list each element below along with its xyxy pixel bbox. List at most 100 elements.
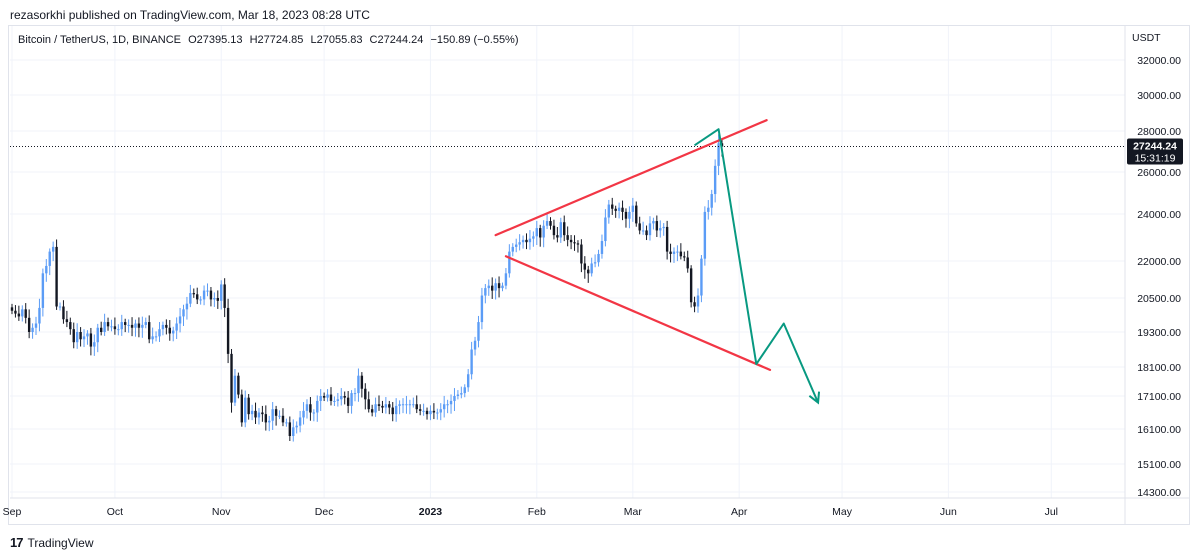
candle-body — [278, 415, 281, 417]
candle-body — [103, 322, 106, 332]
candle-body — [319, 396, 322, 401]
candle-body — [460, 393, 463, 395]
candle-body — [196, 294, 199, 300]
candle-body — [580, 244, 583, 264]
candle — [41, 268, 45, 317]
candle — [51, 241, 55, 262]
candle — [134, 319, 137, 337]
candle-body — [223, 284, 226, 308]
candle — [631, 197, 635, 222]
candle-body — [41, 273, 45, 308]
candle — [154, 331, 158, 342]
candle — [281, 408, 285, 427]
candle — [480, 287, 484, 330]
price-tick-label: 30000.00 — [1137, 90, 1181, 102]
candle-body — [302, 410, 305, 418]
candle-body — [566, 235, 569, 240]
candle — [607, 199, 611, 224]
time-tick-label: Nov — [212, 506, 231, 518]
candle — [298, 410, 302, 433]
candle-body — [14, 310, 17, 314]
symbol-legend: Bitcoin / TetherUS, 1D, BINANCE O27395.1… — [18, 34, 523, 46]
candle-body — [504, 273, 508, 286]
candle-body — [45, 265, 48, 274]
candle-body — [213, 298, 216, 300]
candle — [285, 418, 288, 427]
candle-body — [384, 404, 388, 408]
candle — [89, 327, 93, 356]
candle — [196, 287, 199, 305]
candle — [343, 391, 346, 405]
candle — [713, 159, 717, 203]
candle-body — [696, 295, 700, 307]
candle-body — [158, 329, 161, 337]
candle-body — [662, 226, 665, 229]
candle — [429, 405, 432, 421]
candle — [192, 288, 195, 298]
candle-body — [79, 332, 82, 340]
candle — [473, 336, 477, 356]
candle-body — [148, 322, 151, 340]
candle-body — [244, 397, 247, 423]
candle — [604, 209, 607, 247]
footer-brand[interactable]: 17 TradingView — [10, 535, 94, 550]
candle — [34, 316, 38, 335]
candle-body — [312, 412, 316, 414]
candle — [686, 250, 689, 273]
candle-body — [508, 251, 511, 274]
legend-symbol[interactable]: Bitcoin / TetherUS, 1D, BINANCE — [18, 34, 182, 46]
candle — [628, 206, 631, 229]
candle-body — [21, 309, 24, 317]
candle — [539, 224, 542, 247]
candle-body — [281, 415, 285, 423]
candle — [617, 202, 621, 219]
candle — [48, 248, 51, 276]
candle — [123, 318, 127, 333]
candle — [316, 395, 319, 422]
candle — [292, 419, 295, 442]
candle-body — [449, 400, 453, 405]
candle — [340, 388, 343, 406]
candle-body — [638, 223, 641, 231]
candle — [703, 206, 707, 266]
candle — [257, 408, 261, 425]
candle-body — [10, 307, 14, 311]
candle-body — [226, 307, 230, 354]
candle — [319, 389, 322, 412]
candle — [521, 235, 525, 249]
candle-body — [192, 293, 195, 295]
candle — [477, 315, 480, 348]
candle — [381, 400, 384, 414]
candle-body — [17, 313, 21, 317]
candle-body — [257, 412, 261, 418]
candle — [501, 282, 504, 292]
candle-body — [672, 251, 676, 254]
candle-body — [487, 285, 490, 289]
candle — [525, 233, 528, 250]
candle — [587, 265, 590, 283]
candle — [532, 231, 535, 247]
candle-body — [141, 324, 144, 328]
candle — [442, 395, 446, 418]
candle — [614, 205, 617, 218]
candle-body — [137, 323, 141, 328]
candle-body — [466, 374, 470, 388]
candle — [556, 227, 559, 243]
time-tick-label: Feb — [528, 506, 546, 518]
price-tick-label: 20500.00 — [1137, 293, 1181, 305]
candle-body — [31, 327, 34, 332]
candle — [696, 288, 700, 313]
candle — [422, 403, 425, 416]
candle-body — [552, 225, 556, 236]
candle — [436, 408, 439, 420]
candle — [676, 245, 679, 262]
candle-body — [624, 211, 628, 219]
candle-body — [134, 323, 137, 328]
candle-body — [130, 324, 134, 328]
candle — [213, 292, 216, 307]
candle — [707, 200, 710, 220]
price-tick-label: 18100.00 — [1137, 362, 1181, 374]
last-price-value: 27244.24 — [1133, 140, 1177, 152]
candle-body — [24, 309, 27, 318]
